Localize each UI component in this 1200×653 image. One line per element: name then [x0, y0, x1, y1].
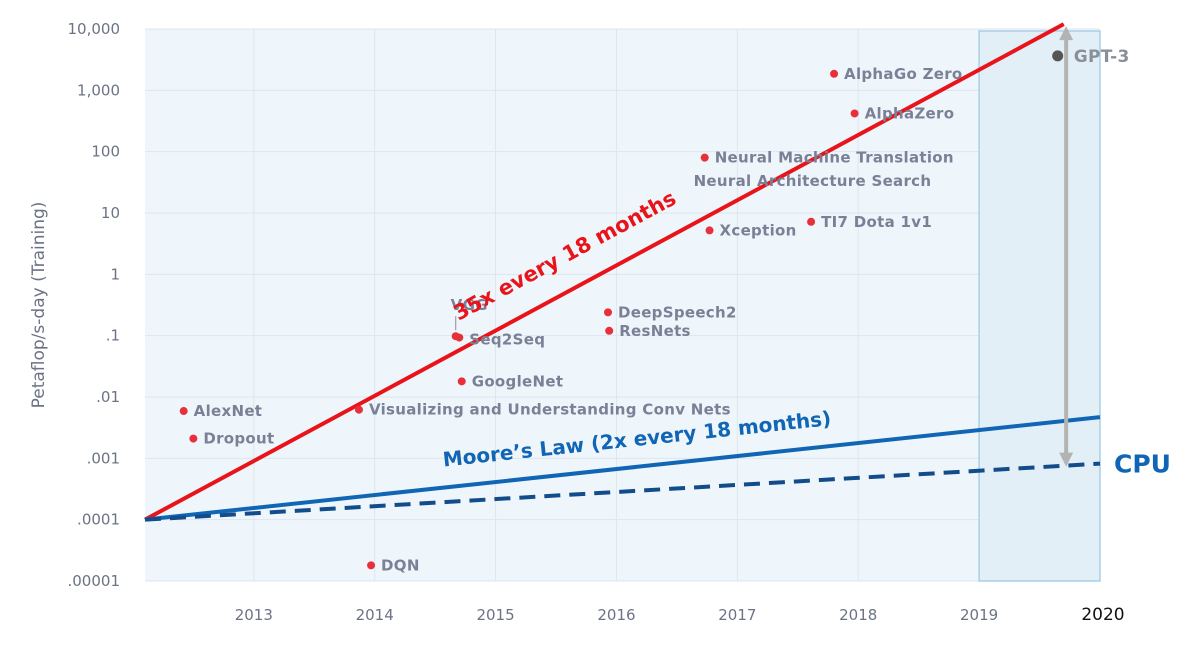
data-point — [830, 69, 839, 78]
plot-background — [145, 29, 1100, 581]
y-tick-label: .01 — [96, 388, 120, 406]
data-point-label: AlphaZero — [865, 104, 955, 122]
y-tick-label: 1 — [110, 265, 120, 283]
data-point-label: ResNets — [619, 322, 691, 340]
data-point — [367, 561, 376, 570]
y-tick-label: .0001 — [77, 511, 120, 529]
x-tick-label: 2017 — [718, 606, 756, 624]
y-tick-label: .00001 — [68, 572, 121, 590]
y-tick-label: 1,000 — [77, 81, 120, 99]
annotation-cpu: CPU — [1114, 450, 1171, 479]
y-tick-label: 10,000 — [68, 20, 121, 38]
data-point-label: AlexNet — [194, 402, 263, 420]
x-tick-label: 2018 — [839, 606, 877, 624]
data-point — [455, 333, 464, 342]
data-point — [700, 153, 709, 162]
series-line-35x-every-18-months — [144, 22, 1065, 522]
data-point-label: GoogleNet — [472, 372, 564, 390]
data-point-label: Dropout — [203, 430, 274, 448]
x-tick-label-highlight: 2020 — [1081, 605, 1124, 625]
y-tick-label: .001 — [87, 449, 120, 467]
y-axis-title: Petaflop/s-day (Training) — [29, 202, 49, 409]
x-tick-label: 2014 — [356, 606, 394, 624]
data-point-label: DeepSpeech2 — [618, 303, 737, 321]
data-point-label: GPT-3 — [1074, 47, 1130, 67]
x-tick-label: 2019 — [960, 606, 998, 624]
data-point-label: AlphaGo Zero — [844, 65, 962, 83]
x-tick-label: 2013 — [235, 606, 273, 624]
data-point-label: Visualizing and Understanding Conv Nets — [369, 401, 731, 419]
data-point-label: Neural Architecture Search — [694, 172, 932, 190]
gap-arrow-head-bottom — [1059, 452, 1074, 467]
data-point — [603, 308, 612, 317]
series-line-cpu — [144, 461, 1101, 522]
highlight-region — [978, 30, 1101, 582]
data-point-label: Xception — [720, 221, 797, 239]
data-point-label: TI7 Dota 1v1 — [821, 213, 932, 231]
series-line-moore-s-law-2x-every-18-months — [144, 415, 1101, 522]
data-point — [1052, 50, 1064, 62]
data-point — [807, 217, 816, 226]
data-point-label: Neural Machine Translation — [715, 149, 954, 167]
x-tick-label: 2015 — [476, 606, 514, 624]
data-point — [457, 377, 466, 386]
data-point — [354, 405, 363, 414]
data-point-label: DQN — [381, 556, 420, 574]
y-tick-label: 10 — [101, 204, 120, 222]
data-point — [850, 109, 859, 118]
data-point — [179, 407, 188, 416]
x-tick-label: 2016 — [597, 606, 635, 624]
y-tick-label: 100 — [91, 143, 120, 161]
gap-arrow-head-top — [1059, 26, 1074, 41]
data-point — [605, 326, 614, 335]
data-point-label: Seq2Seq — [469, 331, 545, 349]
data-point — [189, 434, 198, 443]
data-point — [705, 226, 714, 235]
data-point-label: VGG — [451, 296, 488, 314]
y-tick-label: .1 — [106, 327, 120, 345]
